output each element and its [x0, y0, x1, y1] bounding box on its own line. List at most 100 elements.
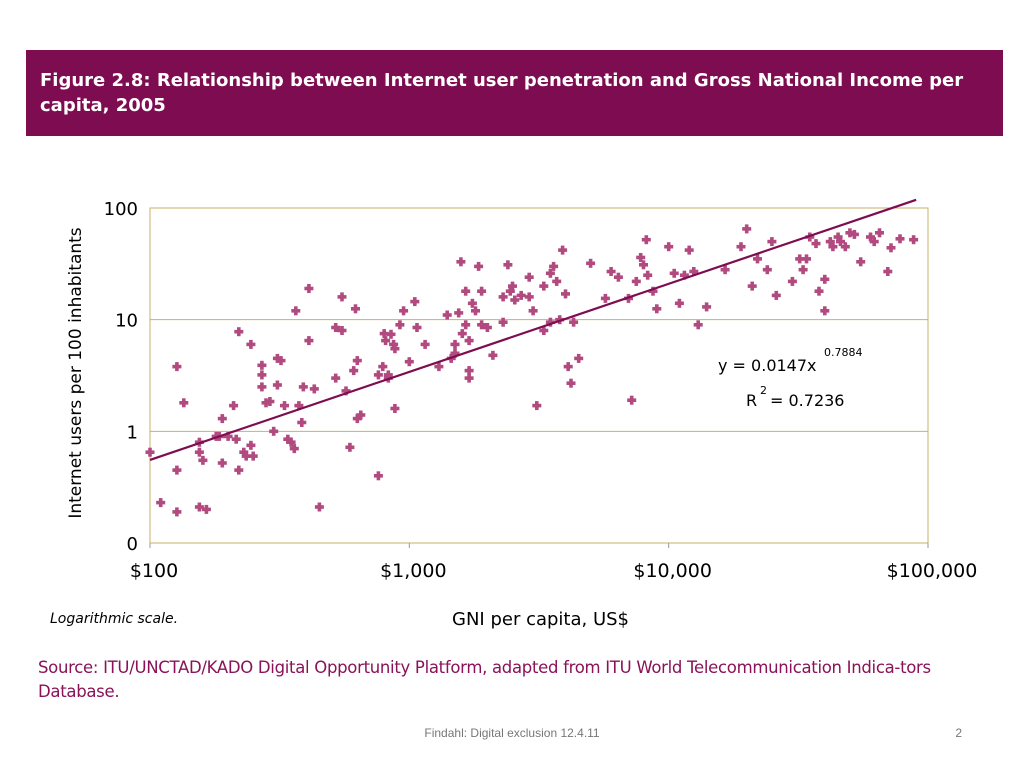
- data-point: [283, 434, 293, 444]
- data-point: [600, 293, 610, 303]
- x-tick-label: $1,000: [380, 560, 446, 582]
- trend-layer: [149, 198, 917, 461]
- x-axis-label: GNI per capita, US$: [452, 609, 630, 630]
- data-point: [762, 265, 772, 275]
- data-point: [886, 243, 896, 253]
- data-point: [467, 298, 477, 308]
- data-point: [811, 239, 821, 249]
- data-point: [482, 323, 492, 332]
- data-point: [265, 397, 275, 406]
- axis-layer: 0 1 10 100 $100 $1,000 $10,000 $100,000: [104, 199, 978, 582]
- data-point: [272, 380, 282, 390]
- data-point: [276, 356, 286, 366]
- data-point: [840, 242, 850, 252]
- data-point: [464, 373, 474, 383]
- data-point: [304, 336, 314, 346]
- data-point: [545, 268, 555, 278]
- data-point: [856, 257, 866, 267]
- data-point: [257, 370, 267, 380]
- data-point: [648, 286, 658, 296]
- data-point: [234, 327, 244, 337]
- data-point: [503, 260, 513, 270]
- data-point: [606, 267, 616, 276]
- data-point: [669, 268, 679, 278]
- data-point: [373, 471, 383, 481]
- data-point: [639, 260, 648, 270]
- data-point: [378, 362, 388, 372]
- data-point: [539, 281, 549, 291]
- data-point: [895, 234, 905, 244]
- data-point: [566, 378, 576, 388]
- data-point: [508, 281, 517, 291]
- r-squared-label: R: [746, 391, 758, 410]
- data-point: [627, 395, 637, 405]
- plot-frame: [149, 207, 929, 544]
- data-point: [720, 265, 730, 275]
- data-point: [674, 298, 684, 308]
- data-point: [532, 401, 542, 411]
- data-point: [272, 353, 282, 363]
- y-tick-label: 1: [127, 422, 138, 443]
- data-point: [883, 267, 893, 276]
- y-tick-label: 0: [127, 534, 138, 555]
- data-point: [309, 384, 319, 394]
- figure-title: Figure 2.8: Relationship between Interne…: [40, 70, 964, 116]
- data-point: [802, 254, 811, 264]
- data-point: [679, 270, 689, 280]
- data-point: [742, 224, 752, 234]
- data-point: [545, 317, 555, 327]
- data-point: [352, 356, 362, 366]
- data-point: [412, 323, 422, 332]
- data-point: [294, 401, 304, 411]
- data-point: [297, 418, 307, 427]
- data-point: [574, 353, 584, 363]
- data-point: [420, 339, 430, 349]
- data-point: [331, 373, 341, 383]
- data-point: [586, 258, 596, 268]
- data-point: [552, 276, 562, 286]
- y-tick-label: 100: [104, 199, 138, 220]
- data-point: [298, 382, 308, 392]
- data-point: [652, 304, 662, 314]
- data-point: [280, 401, 289, 411]
- data-point: [528, 306, 538, 316]
- data-point: [909, 235, 919, 245]
- trend-equation: y = 0.0147x: [718, 356, 817, 375]
- data-point: [269, 426, 279, 436]
- data-point: [869, 237, 879, 247]
- data-point: [349, 366, 359, 376]
- data-point: [833, 232, 843, 242]
- data-point: [510, 295, 520, 305]
- data-point: [351, 304, 360, 314]
- data-point: [241, 451, 251, 461]
- data-point: [345, 442, 355, 452]
- data-point: [442, 310, 452, 320]
- data-point: [172, 465, 182, 475]
- data-point: [434, 362, 444, 372]
- data-point: [390, 404, 400, 413]
- data-point: [381, 336, 391, 346]
- data-point: [736, 242, 746, 252]
- r-squared-value: = 0.7236: [770, 391, 845, 410]
- data-point: [693, 320, 703, 330]
- data-point: [194, 502, 204, 512]
- figure-title-banner: Figure 2.8: Relationship between Interne…: [26, 50, 1003, 136]
- data-point: [172, 507, 182, 517]
- data-point: [767, 237, 777, 247]
- data-point: [379, 329, 389, 339]
- source-note: Source: ITU/UNCTAD/KADO Digital Opportun…: [38, 658, 931, 701]
- data-point: [231, 434, 241, 444]
- data-point: [450, 339, 460, 349]
- data-point: [474, 261, 484, 271]
- data-point: [456, 257, 466, 267]
- y-tick-label: 10: [115, 311, 138, 332]
- data-point: [684, 245, 694, 255]
- data-point: [798, 265, 808, 275]
- data-point: [198, 455, 208, 465]
- data-point: [291, 306, 301, 316]
- data-point: [217, 414, 227, 424]
- data-point: [337, 326, 347, 335]
- x-tick-label: $100: [130, 560, 178, 582]
- data-point: [464, 366, 474, 376]
- data-point: [549, 261, 559, 271]
